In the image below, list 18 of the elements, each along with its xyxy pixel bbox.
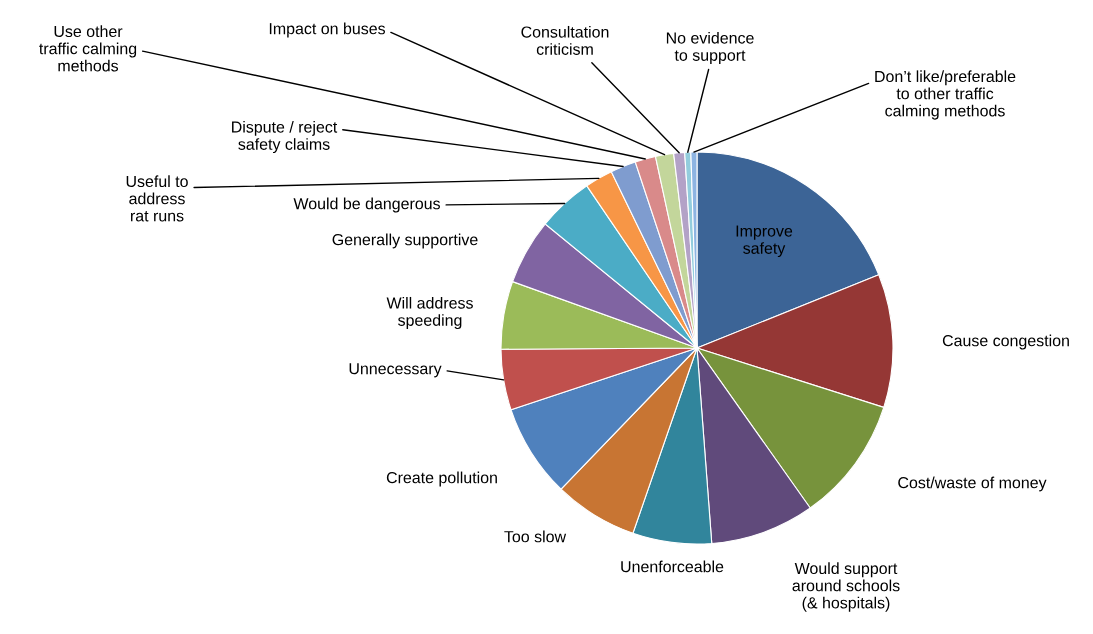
- slice-label: Useful to address rat runs: [126, 175, 188, 222]
- slice-label: Dispute / reject safety claims: [232, 120, 338, 154]
- slice-label: Consultation criticism: [521, 25, 609, 55]
- slice-label: Too slow: [504, 530, 567, 543]
- slice-label: Impact on buses: [269, 22, 386, 38]
- slice-label: Unenforceable: [621, 560, 724, 573]
- slice-label: Improve safety: [736, 225, 793, 258]
- slice-label: Will address speeding: [386, 296, 473, 330]
- slice-label: Unnecessary: [349, 363, 442, 378]
- slice-label: Generally supportive: [332, 233, 478, 249]
- slice-label: Cause congestion: [942, 334, 1069, 350]
- slice-label: Would be dangerous: [293, 197, 440, 213]
- slice-label: Would support around schools (& hospitals): [792, 562, 900, 612]
- slice-label: Use other traffic calming methods: [39, 25, 137, 72]
- slice-label: Create pollution: [386, 471, 497, 487]
- slice-label: Don’t like/preferable to other traffic calming methods: [875, 70, 1016, 120]
- slice-label: Cost/waste of money: [898, 476, 1047, 492]
- slice-label: No evidence to support: [666, 31, 754, 65]
